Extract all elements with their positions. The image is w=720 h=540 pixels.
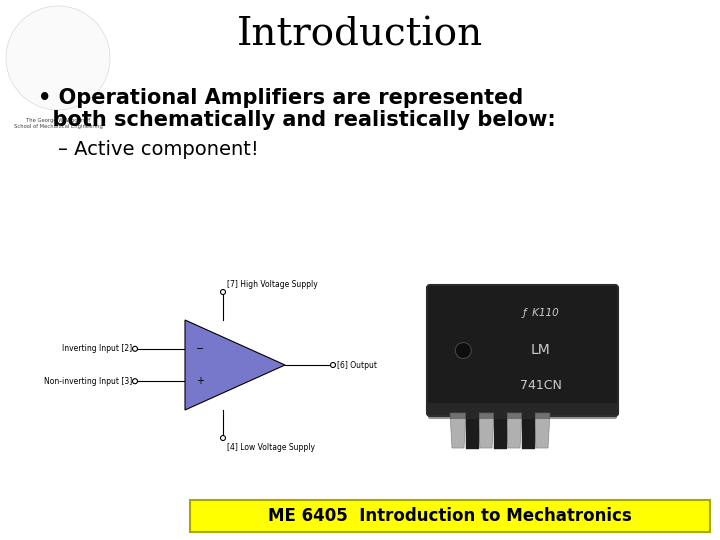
Text: −: −: [196, 344, 204, 354]
Text: both schematically and realistically below:: both schematically and realistically bel…: [38, 110, 556, 130]
Text: [7] High Voltage Supply: [7] High Voltage Supply: [227, 280, 318, 289]
Polygon shape: [450, 413, 466, 448]
Circle shape: [132, 346, 138, 352]
Text: [4] Low Voltage Supply: [4] Low Voltage Supply: [227, 443, 315, 452]
Text: Inverting Input [2]: Inverting Input [2]: [62, 345, 132, 353]
Circle shape: [455, 342, 472, 359]
Text: Introduction: Introduction: [237, 17, 483, 53]
Text: Non-inverting Input [3]: Non-inverting Input [3]: [44, 377, 132, 386]
Polygon shape: [534, 413, 550, 448]
FancyBboxPatch shape: [428, 403, 617, 419]
FancyBboxPatch shape: [190, 500, 710, 532]
Polygon shape: [478, 413, 494, 448]
Polygon shape: [506, 413, 522, 448]
Text: – Active component!: – Active component!: [58, 140, 258, 159]
Text: • Operational Amplifiers are represented: • Operational Amplifiers are represented: [38, 88, 523, 108]
Text: The George W. Woodruff
School of Mechanical Engineering: The George W. Woodruff School of Mechani…: [14, 118, 102, 129]
Text: ME 6405  Introduction to Mechatronics: ME 6405 Introduction to Mechatronics: [268, 507, 632, 525]
Circle shape: [6, 6, 110, 110]
FancyBboxPatch shape: [427, 285, 618, 416]
Circle shape: [220, 435, 225, 441]
Circle shape: [330, 362, 336, 368]
Polygon shape: [185, 320, 285, 410]
Circle shape: [220, 289, 225, 294]
Text: 741CN: 741CN: [520, 379, 562, 392]
Text: +: +: [196, 376, 204, 386]
Circle shape: [132, 379, 138, 384]
Text: [6] Output: [6] Output: [337, 361, 377, 369]
Text: LM: LM: [531, 343, 551, 357]
Text: ƒ  K110: ƒ K110: [523, 308, 559, 318]
